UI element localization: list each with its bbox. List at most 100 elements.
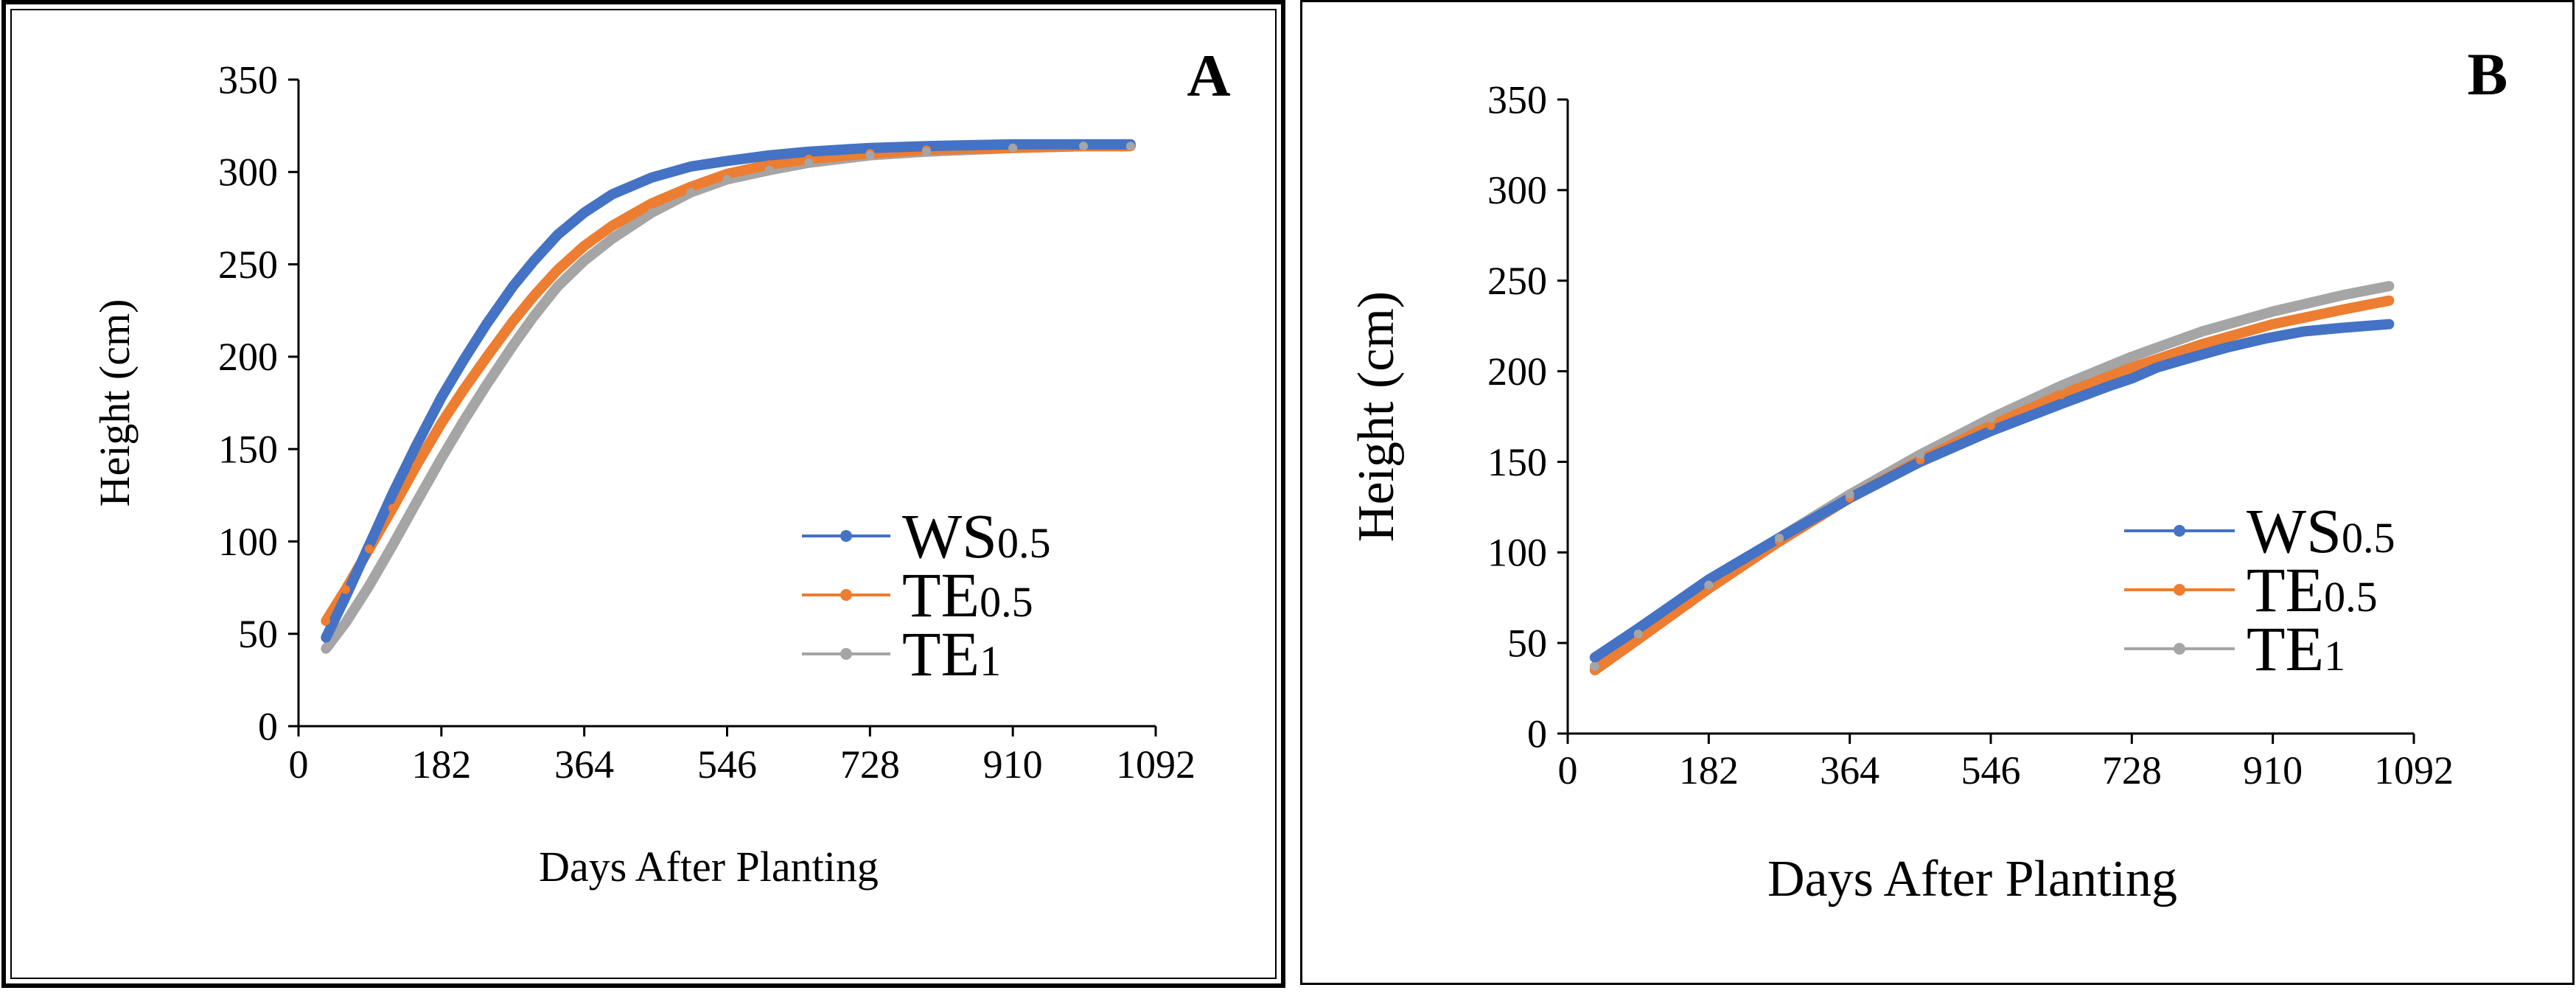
chart-a-data-point-ws0-5 <box>647 173 657 182</box>
chart-a-data-point-te1 <box>458 417 468 426</box>
chart-a-data-point-ws0-5 <box>686 161 696 171</box>
chart-b-data-point-ws0-5 <box>2056 399 2066 408</box>
chart-b-legend-swatch-marker <box>2174 525 2185 537</box>
chart-a-data-point-te1 <box>508 341 517 350</box>
chart-a-panel-label: A <box>1187 42 1230 109</box>
chart-a-data-point-te1 <box>1125 142 1135 151</box>
chart-a-y-tick-label: 200 <box>218 335 278 379</box>
chart-a-data-point-ws0-5 <box>321 633 331 642</box>
chart-b-data-point-ws0-5 <box>2151 363 2161 372</box>
chart-a-data-point-te0-5 <box>553 265 562 275</box>
chart-a-data-point-te1 <box>529 311 539 321</box>
chart-b-panel-label: B <box>2468 41 2508 108</box>
chart-a-legend-entry-subscript: 0.5 <box>997 519 1051 567</box>
chart-a-x-tick-label: 546 <box>697 742 757 787</box>
chart-b-legend-entry-name: TE <box>2247 554 2324 625</box>
chart-b-data-point-te0-5 <box>2127 363 2137 372</box>
chart-a-legend-swatch-marker <box>840 589 852 601</box>
chart-a-x-tick-label: 182 <box>411 742 471 787</box>
chart-a-data-point-te1 <box>579 256 589 265</box>
chart-b-y-axis-label: Height (cm) <box>1348 291 1405 542</box>
chart-b-data-point-te1 <box>2056 381 2066 391</box>
chart-b-y-tick-label: 250 <box>1487 259 1547 303</box>
chart-a-legend-entry: TE1 <box>902 619 1001 689</box>
chart-a-data-point-te1 <box>765 165 775 175</box>
chart-b-data-point-te1 <box>2198 327 2207 336</box>
chart-a-data-point-ws0-5 <box>529 256 539 265</box>
chart-a-data-point-te0-5 <box>458 385 468 394</box>
chart-panel-a-inner-border <box>10 9 1277 979</box>
chart-a-data-point-te0-5 <box>436 419 446 428</box>
chart-b-data-point-ws0-5 <box>1590 652 1599 662</box>
chart-a-x-tick-label: 1092 <box>1116 742 1195 787</box>
chart-a-data-point-te0-5 <box>529 291 539 301</box>
chart-a-data-point-ws0-5 <box>608 189 618 199</box>
chart-a-data-point-ws0-5 <box>482 318 492 328</box>
chart-b-data-point-ws0-5 <box>2261 334 2270 344</box>
chart-a-data-point-te1 <box>388 540 397 550</box>
chart-b-y-tick-label: 150 <box>1487 440 1547 484</box>
chart-a-data-point-te1 <box>553 282 562 291</box>
chart-a-data-point-te1 <box>647 208 657 217</box>
chart-a-data-point-ws0-5 <box>804 147 814 156</box>
chart-b-data-point-ws0-5 <box>2221 343 2231 352</box>
chart-b-x-tick-label: 364 <box>1820 748 1879 793</box>
chart-a-data-point-te1 <box>1008 143 1018 153</box>
chart-b-data-point-ws0-5 <box>2183 354 2193 363</box>
chart-b-x-tick-label: 0 <box>1558 748 1578 793</box>
chart-b-legend-swatch-marker <box>2174 643 2185 655</box>
chart-b-legend-entry-subscript: 0.5 <box>2324 573 2378 621</box>
chart-a-data-point-te1 <box>865 150 875 160</box>
chart-b-data-point-te1 <box>2338 290 2348 300</box>
chart-a-data-point-te0-5 <box>364 544 374 554</box>
chart-a-data-point-te1 <box>364 581 374 591</box>
chart-a-data-point-ws0-5 <box>508 282 517 291</box>
chart-b-data-point-te1 <box>1590 662 1599 672</box>
chart-a-data-point-te0-5 <box>608 220 618 230</box>
chart-a-data-point-te0-5 <box>321 616 331 626</box>
chart-b-data-point-te1 <box>2127 352 2137 361</box>
chart-a-data-point-te0-5 <box>579 241 589 251</box>
chart-a-data-point-ws0-5 <box>388 489 397 498</box>
chart-a-data-point-te0-5 <box>341 585 350 594</box>
chart-b-data-point-te1 <box>1845 490 1854 499</box>
chart-a-data-point-ws0-5 <box>765 150 775 160</box>
chart-a-data-point-te0-5 <box>508 317 517 327</box>
chart-b-x-tick-label: 1092 <box>2374 748 2454 793</box>
chart-b-data-point-te0-5 <box>1986 421 1995 431</box>
chart-b-data-point-te0-5 <box>2056 390 2066 400</box>
chart-a-data-point-te1 <box>804 158 814 167</box>
chart-a-data-point-ws0-5 <box>411 441 421 450</box>
chart-a-y-tick-label: 50 <box>238 612 278 656</box>
chart-b-data-point-ws0-5 <box>2105 381 2115 391</box>
chart-b-data-point-te0-5 <box>2268 319 2277 329</box>
chart-a-legend-swatch-marker <box>840 530 852 542</box>
chart-a-x-tick-label: 0 <box>289 742 309 787</box>
chart-a-data-point-te0-5 <box>411 461 421 470</box>
chart-b-y-tick-label: 350 <box>1487 77 1547 122</box>
chart-panel-a <box>1 0 1285 988</box>
chart-a-y-axis-label: Height (cm) <box>91 299 139 507</box>
chart-a-data-point-ws0-5 <box>458 355 468 365</box>
chart-b-data-point-te1 <box>1775 533 1784 543</box>
chart-a-legend-swatch-marker <box>840 648 852 660</box>
chart-b-y-tick-label: 200 <box>1487 349 1547 394</box>
chart-panel-b <box>1300 0 2575 985</box>
chart-a-legend-entry-subscript: 0.5 <box>980 578 1033 626</box>
chart-b-data-point-te1 <box>1704 580 1714 590</box>
chart-a-data-point-te0-5 <box>482 352 492 361</box>
chart-a-data-point-te1 <box>436 453 446 463</box>
chart-a-y-tick-label: 300 <box>218 150 278 195</box>
chart-a-x-tick-label: 728 <box>840 742 900 787</box>
chart-a-data-point-te1 <box>722 175 732 184</box>
chart-a-data-point-te1 <box>411 498 421 507</box>
chart-a-y-tick-label: 150 <box>218 428 278 472</box>
chart-a-data-point-te1 <box>686 187 696 197</box>
chart-a-data-point-te1 <box>1079 142 1089 151</box>
chart-a-legend-entry-name: TE <box>902 619 980 689</box>
chart-a-data-point-te1 <box>321 644 331 653</box>
chart-a-legend-entry-name: TE <box>902 560 980 630</box>
chart-b-data-point-te1 <box>2268 307 2277 316</box>
chart-a-x-tick-label: 364 <box>554 742 614 787</box>
chart-b-data-point-te0-5 <box>2198 339 2207 349</box>
